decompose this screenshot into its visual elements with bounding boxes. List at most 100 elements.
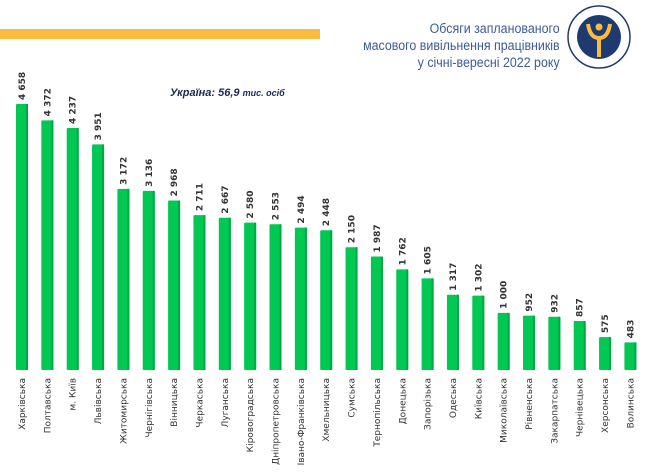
value-label: 2 553 <box>272 192 282 220</box>
bar-12 <box>320 230 333 370</box>
bar-5 <box>142 190 155 370</box>
bar-20 <box>523 315 535 370</box>
bar-shade <box>558 316 561 370</box>
bar-22 <box>573 321 586 370</box>
value-label: 2 968 <box>170 168 180 196</box>
bar-14 <box>370 256 383 370</box>
total-summary: Україна: 56,9 тис. осіб <box>170 87 285 99</box>
category-label: Сумська <box>348 378 358 418</box>
bar-9 <box>244 222 257 370</box>
bar-15 <box>396 269 409 370</box>
category-label: Хмельницька <box>322 378 332 442</box>
category-label: Кіровоградська <box>246 378 256 452</box>
bar-shade <box>228 217 231 370</box>
value-label: 2 711 <box>195 183 205 211</box>
category-label: Черкаська <box>195 378 205 428</box>
bar-shade <box>178 200 181 370</box>
category-label: Полтавська <box>43 378 53 433</box>
bar-shade <box>330 230 333 370</box>
title-line: у січні-вересні 2022 року <box>418 55 560 70</box>
bar-19 <box>497 312 510 370</box>
bar-6 <box>168 200 181 370</box>
title-line: Обсяги запланованого <box>429 21 560 36</box>
value-label: 2 150 <box>348 215 358 243</box>
bar-shade <box>127 188 130 370</box>
bar-shade <box>102 144 105 370</box>
category-label: Тернопільська <box>373 378 383 448</box>
category-label: Луганська <box>221 378 231 427</box>
bar-shade <box>279 224 282 370</box>
value-label: 1 762 <box>398 237 408 265</box>
bar-24 <box>624 342 637 370</box>
bar-shade <box>431 278 434 370</box>
value-label: 3 172 <box>119 157 129 185</box>
category-label: Чернівецька <box>576 378 586 437</box>
value-label: 857 <box>576 298 586 317</box>
category-label: Житомирська <box>119 378 129 444</box>
value-label: 4 372 <box>43 88 53 116</box>
value-label: 1 317 <box>449 263 459 291</box>
bar-17 <box>446 294 459 370</box>
bar-shade <box>507 312 510 370</box>
bar-13 <box>345 247 358 370</box>
bar-0 <box>16 104 28 370</box>
bar-shade <box>380 256 383 370</box>
accent-bar <box>0 29 320 39</box>
category-label: Вінницька <box>170 378 180 427</box>
value-label: 4 658 <box>18 72 28 100</box>
bar-11 <box>294 227 307 370</box>
category-label: Закарпатська <box>550 378 560 444</box>
bar-shade <box>304 227 307 370</box>
value-label: 952 <box>525 293 535 312</box>
category-label: Херсонська <box>601 378 611 433</box>
total-unit: тис. осіб <box>242 88 285 98</box>
bar-shade <box>355 247 358 370</box>
employment-service-logo <box>567 5 631 69</box>
value-label: 1 000 <box>500 281 510 309</box>
bar-shade <box>583 321 586 370</box>
bar-shade <box>406 269 409 370</box>
bar-shade <box>76 128 79 370</box>
bar-8 <box>218 217 231 370</box>
value-label: 1 302 <box>474 263 484 291</box>
bar-shade <box>634 342 637 370</box>
value-label: 2 448 <box>322 198 332 226</box>
category-label: Донецька <box>398 378 408 424</box>
category-label: Чернігівська <box>145 378 155 438</box>
category-label: Запорізька <box>424 378 434 430</box>
value-label: 1 987 <box>373 224 383 252</box>
bar-7 <box>193 215 206 370</box>
bar-3 <box>92 144 105 370</box>
bar-2 <box>66 128 79 370</box>
value-label: 4 237 <box>69 96 79 124</box>
bar-shade <box>609 337 612 370</box>
category-label: Івано-Франківська <box>297 378 307 465</box>
value-label: 2 580 <box>246 190 256 218</box>
category-label: Харківська <box>18 378 28 430</box>
bar-shade <box>51 120 54 370</box>
value-label: 483 <box>626 320 636 339</box>
chart-title: Обсяги запланованого масового вивільненн… <box>363 20 560 71</box>
category-label: м. Київ <box>69 378 79 411</box>
category-label: Волинська <box>626 378 636 428</box>
bar-shade <box>152 190 155 370</box>
bar-shade <box>533 315 535 370</box>
category-label: Одеська <box>449 378 459 418</box>
value-label: 3 951 <box>94 112 104 140</box>
bar-16 <box>421 278 434 370</box>
value-label: 2 667 <box>221 186 231 214</box>
value-label: 2 494 <box>297 195 307 223</box>
category-label: Дніпропетровська <box>272 378 282 465</box>
bar-shade <box>254 222 257 370</box>
bar-shade <box>26 104 28 370</box>
bar-shade <box>482 295 485 370</box>
value-label: 575 <box>601 314 611 333</box>
title-line: масового вивільнення працівників <box>363 38 560 53</box>
bar-4 <box>117 188 130 370</box>
value-label: 932 <box>550 294 560 313</box>
bar-23 <box>599 337 612 370</box>
bar-shade <box>203 215 206 370</box>
bar-shade <box>456 294 459 370</box>
bar-18 <box>472 295 485 370</box>
